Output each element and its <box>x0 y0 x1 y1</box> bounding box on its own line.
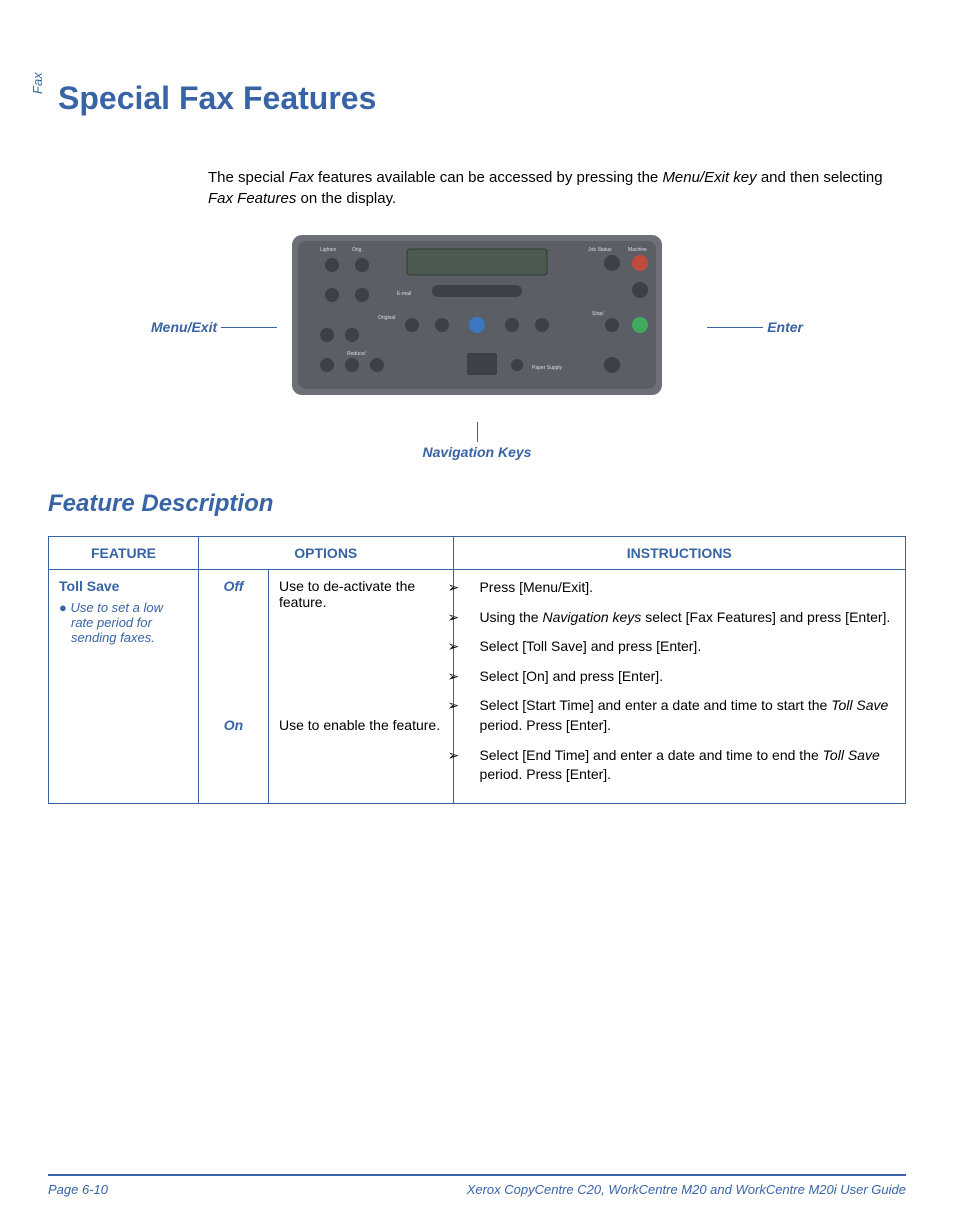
bullet-icon: ● <box>59 600 67 615</box>
intro-it2: Menu/Exit key <box>662 169 756 186</box>
chevron-icon: ➢ <box>464 608 476 628</box>
callout-menu-exit: Menu/Exit <box>151 319 281 335</box>
page-footer: Page 6-10 Xerox CopyCentre C20, WorkCent… <box>48 1174 906 1197</box>
feature-cell: Toll Save ● Use to set a low rate period… <box>49 570 199 804</box>
intro-it1: Fax <box>289 169 314 186</box>
chevron-icon: ➢ <box>464 746 476 766</box>
intro-t2: features available can be accessed by pr… <box>314 169 663 186</box>
intro-it3: Fax Features <box>208 190 296 207</box>
instr-pre: Select [End Time] and enter a date and t… <box>479 747 822 763</box>
option-on-text: Use to enable the feature. <box>269 709 454 803</box>
list-item: ➢ Select [Toll Save] and press [Enter]. <box>464 637 895 657</box>
callout-enter: Enter <box>703 319 803 335</box>
list-item: ➢ Select [End Time] and enter a date and… <box>464 746 895 785</box>
instr-post: select [Fax Features] and press [Enter]. <box>641 609 890 625</box>
instr-it: Navigation keys <box>542 609 641 625</box>
instr-text: Press [Menu/Exit]. <box>479 579 593 595</box>
page-title: Special Fax Features <box>58 80 906 117</box>
footer-doc-title: Xerox CopyCentre C20, WorkCentre M20 and… <box>467 1182 906 1197</box>
option-on-label: On <box>199 709 269 803</box>
instr-it: Toll Save <box>823 747 880 763</box>
callout-nav-line <box>477 422 478 442</box>
svg-text:Original: Original <box>378 315 395 321</box>
side-label-fax: Fax <box>30 72 45 94</box>
section-heading: Feature Description <box>48 490 906 518</box>
instr-text: Select [Toll Save] and press [Enter]. <box>479 638 701 654</box>
callout-menu-exit-label: Menu/Exit <box>151 319 217 335</box>
chevron-icon: ➢ <box>464 696 476 716</box>
chevron-icon: ➢ <box>464 637 476 657</box>
instr-text: Select [On] and press [Enter]. <box>479 668 663 684</box>
instr-post: period. Press [Enter]. <box>480 766 612 782</box>
option-off-label: Off <box>199 570 269 710</box>
intro-t1: The special <box>208 169 289 186</box>
instructions-list: ➢ Press [Menu/Exit]. ➢ Using the Navigat… <box>464 578 895 785</box>
svg-text:Orig.: Orig. <box>352 247 363 253</box>
svg-text:Lighten: Lighten <box>320 247 337 253</box>
list-item: ➢ Press [Menu/Exit]. <box>464 578 895 598</box>
callout-line <box>221 327 277 328</box>
intro-t4: on the display. <box>296 190 396 207</box>
instr-pre: Using the <box>479 609 542 625</box>
th-options: OPTIONS <box>199 537 454 570</box>
svg-text:Stop/: Stop/ <box>592 311 604 317</box>
intro-paragraph: The special Fax features available can b… <box>208 167 886 209</box>
control-panel-diagram: Menu/Exit Li <box>167 235 787 410</box>
callout-navigation-keys: Navigation Keys <box>48 444 906 460</box>
instr-post: period. Press [Enter]. <box>480 717 612 733</box>
feature-name: Toll Save <box>59 578 188 594</box>
th-instructions: INSTRUCTIONS <box>453 537 905 570</box>
feature-desc-text: Use to set a low rate period for sending… <box>70 600 163 645</box>
chevron-icon: ➢ <box>464 578 476 598</box>
svg-text:Reduce/: Reduce/ <box>347 351 366 357</box>
instructions-cell: ➢ Press [Menu/Exit]. ➢ Using the Navigat… <box>453 570 905 804</box>
instr-pre: Select [Start Time] and enter a date and… <box>479 697 831 713</box>
svg-text:E-mail: E-mail <box>397 291 411 297</box>
svg-text:Job Status: Job Status <box>588 247 612 253</box>
option-off-text: Use to de-activate the feature. <box>269 570 454 710</box>
chevron-icon: ➢ <box>464 667 476 687</box>
callout-enter-label: Enter <box>767 319 803 335</box>
svg-text:Machine: Machine <box>628 247 647 253</box>
feature-desc: ● Use to set a low rate period for sendi… <box>59 600 188 645</box>
footer-page-number: Page 6-10 <box>48 1182 108 1197</box>
callout-line <box>707 327 763 328</box>
panel-illustration: Lighten Orig. E-mail Original Reduce/ Pap… <box>292 235 662 395</box>
instr-it: Toll Save <box>831 697 888 713</box>
list-item: ➢ Select [Start Time] and enter a date a… <box>464 696 895 735</box>
th-feature: FEATURE <box>49 537 199 570</box>
intro-t3: and then selecting <box>757 169 883 186</box>
list-item: ➢ Select [On] and press [Enter]. <box>464 667 895 687</box>
feature-table: FEATURE OPTIONS INSTRUCTIONS Toll Save ●… <box>48 536 906 804</box>
list-item: ➢ Using the Navigation keys select [Fax … <box>464 608 895 628</box>
svg-text:Paper Supply: Paper Supply <box>532 365 563 371</box>
